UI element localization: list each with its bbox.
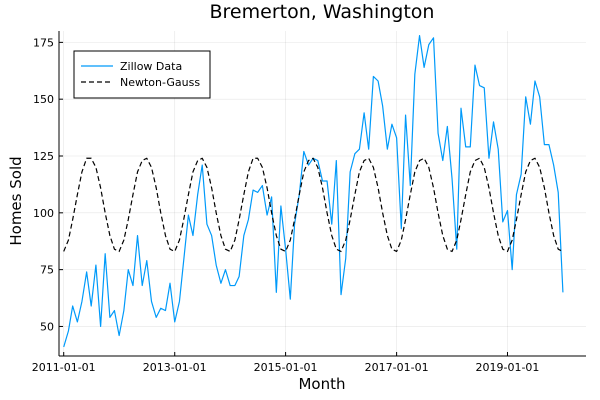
x-tick-label: 2017-01-01 [365,361,429,374]
tick-labels: 2011-01-01 2013-01-01 2015-01-01 2017-01-01… [32,36,540,374]
series-line-newton-gauss [63,157,564,253]
legend-box [73,50,211,99]
y-tick-label: 125 [33,150,54,163]
y-axis-label: Homes Sold [7,156,25,245]
x-tick-label: 2019-01-01 [476,361,540,374]
y-tick-label: 150 [33,93,54,106]
series-layer [63,34,564,348]
x-tick-label: 2011-01-01 [32,361,96,374]
legend-label-zillow-data: Zillow Data [120,60,182,73]
x-tick-label: 2015-01-01 [254,361,318,374]
y-tick-label: 50 [40,320,54,333]
y-tick-label: 75 [40,264,54,277]
x-tick-label: 2013-01-01 [143,361,207,374]
axes [58,31,586,357]
legend-label-newton-gauss: Newton-Gauss [120,76,200,89]
y-tick-label: 100 [33,207,54,220]
x-axis-label: Month [298,375,345,393]
chart-title: Bremerton, Washington [210,1,435,23]
y-tick-label: 175 [33,36,54,49]
legend: Zillow Data Newton-Gauss [73,50,211,99]
